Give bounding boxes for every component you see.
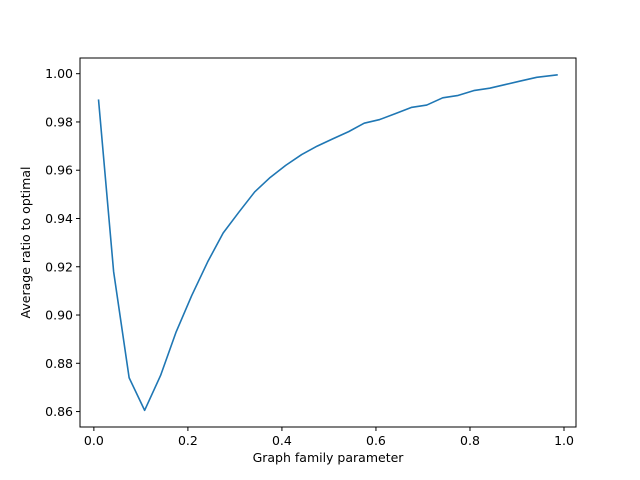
y-tick-label: 0.90 (45, 308, 73, 323)
y-tick-label: 0.86 (45, 404, 73, 419)
y-axis-label: Average ratio to optimal (18, 167, 33, 319)
series-line (97, 74, 558, 412)
y-axis-ticks: 0.86 0.88 0.90 0.92 0.94 0.96 0.98 1.00 (45, 66, 80, 419)
x-tick-label: 0.2 (178, 433, 198, 448)
x-tick-label: 0.6 (366, 433, 386, 448)
y-tick-label: 0.96 (45, 163, 73, 178)
y-tick-label: 0.88 (45, 356, 73, 371)
y-tick-label: 0.98 (45, 114, 73, 129)
y-tick-label: 0.94 (45, 211, 73, 226)
y-tick-label: 0.92 (45, 259, 73, 274)
x-tick-label: 0.0 (84, 433, 104, 448)
y-tick-label: 1.00 (45, 66, 73, 81)
axes-frame (79, 57, 577, 428)
x-axis-label: Graph family parameter (253, 450, 405, 465)
x-tick-label: 1.0 (554, 433, 574, 448)
x-axis-ticks: 0.0 0.2 0.4 0.6 0.8 1.0 (84, 427, 574, 448)
plot-area (97, 74, 558, 412)
x-tick-label: 0.4 (272, 433, 292, 448)
x-tick-label: 0.8 (460, 433, 480, 448)
